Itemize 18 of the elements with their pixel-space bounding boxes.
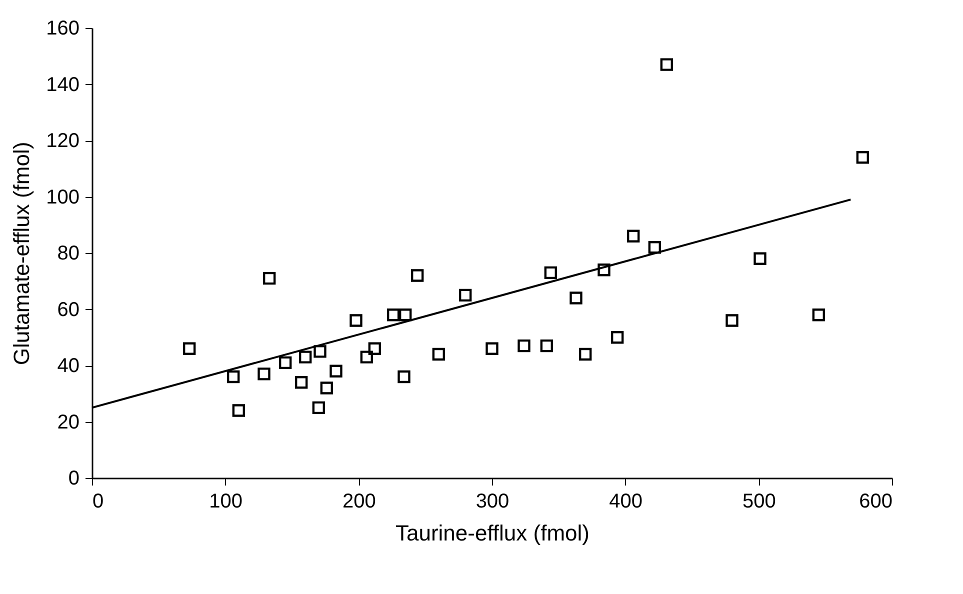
y-tick-label: 120: [46, 130, 80, 152]
y-tick-label: 40: [57, 355, 80, 377]
x-tick-label: 200: [342, 490, 376, 512]
y-tick-label: 140: [46, 74, 80, 96]
y-axis-title: Glutamate-efflux (fmol): [9, 142, 34, 366]
x-tick-label: 500: [742, 490, 776, 512]
y-tick-label: 160: [46, 18, 80, 40]
x-tick-label: 300: [476, 490, 510, 512]
x-tick-label: 0: [92, 490, 104, 512]
x-tick-label: 400: [609, 490, 643, 512]
x-tick-label: 100: [209, 490, 243, 512]
y-tick-label: 20: [57, 411, 80, 434]
y-tick-label: 80: [57, 242, 80, 264]
x-axis-title: Taurine-efflux (fmol): [396, 520, 590, 546]
y-tick-label: 0: [68, 468, 80, 490]
y-tick-label: 60: [57, 298, 80, 321]
y-tick-label: 100: [46, 186, 80, 208]
x-tick-label: 600: [859, 490, 892, 512]
